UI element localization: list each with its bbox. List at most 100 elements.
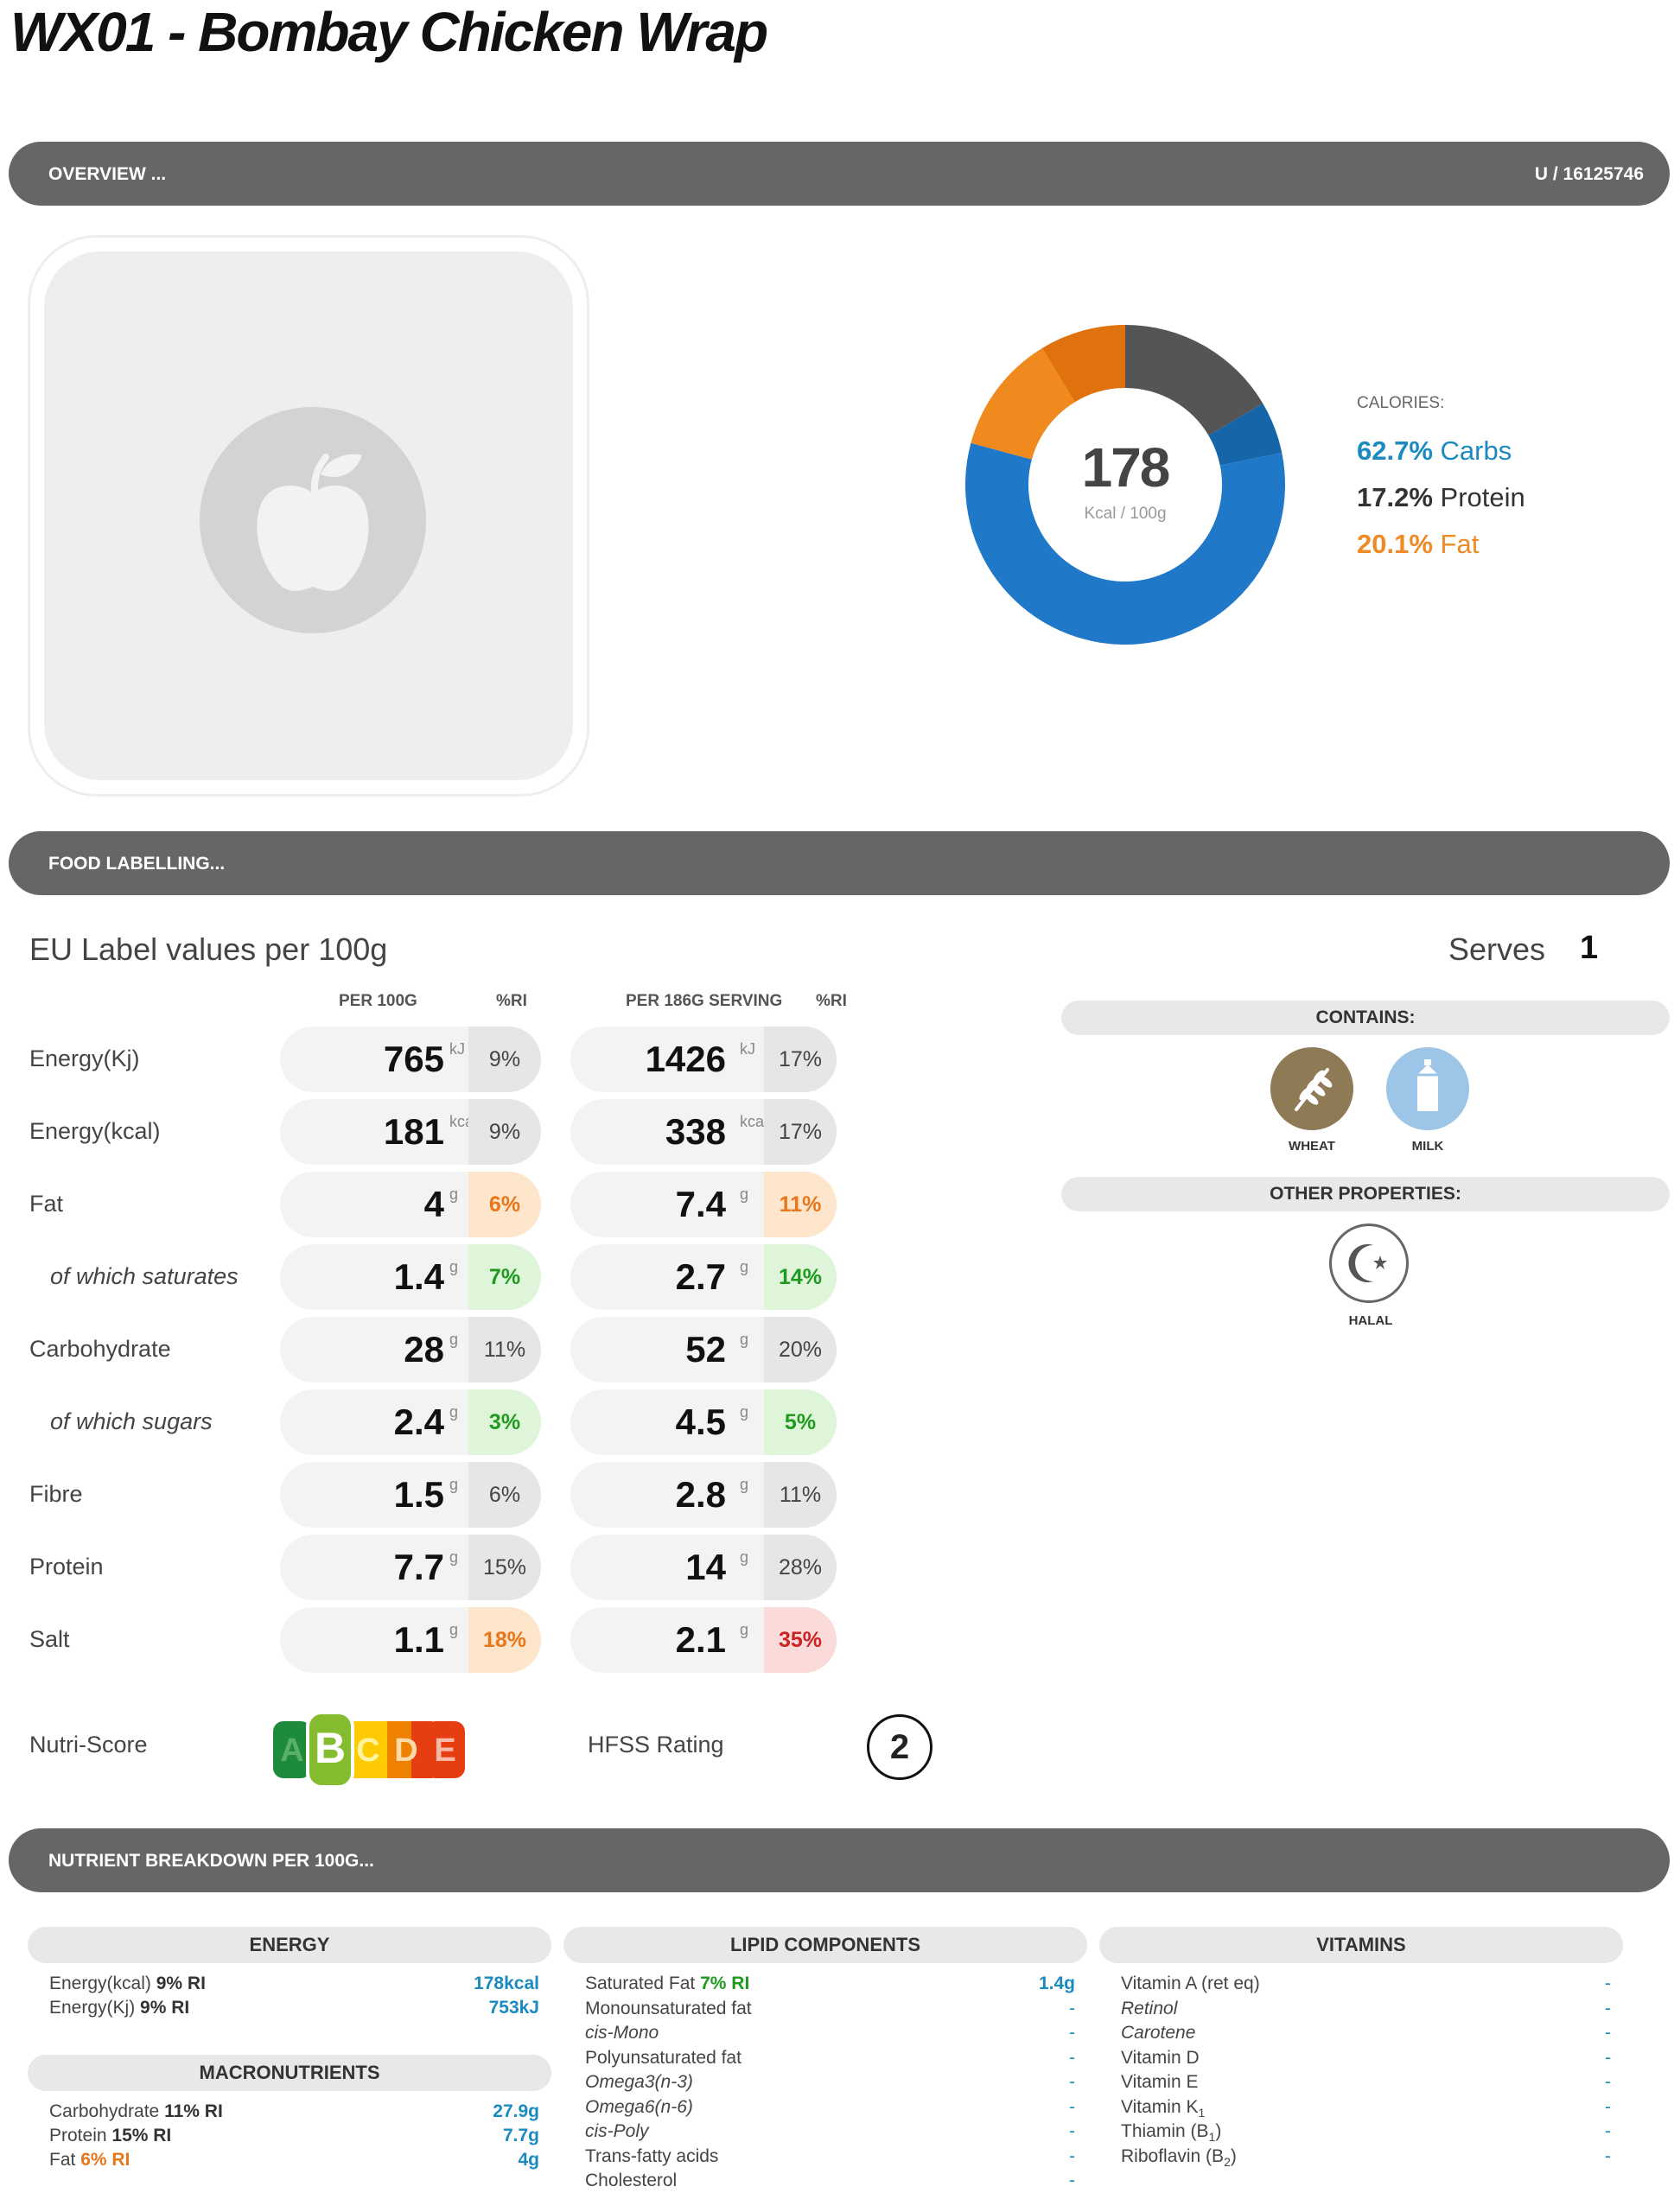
nutrient-name: cis-Mono <box>585 2023 659 2043</box>
per100g-value: 181 <box>383 1111 444 1152</box>
serves-label: Serves <box>1448 931 1546 967</box>
per100g-value: 4 <box>423 1184 444 1224</box>
per-serving-value: 338 <box>665 1111 726 1152</box>
nutriscore-letter: C <box>356 1732 379 1769</box>
row-label: Fibre <box>29 1481 83 1507</box>
nutrient-name: Trans-fatty acids <box>585 2145 719 2166</box>
per-serving-cell: 14 g 28% <box>570 1535 837 1600</box>
per100g-value: 1.1 <box>393 1619 444 1660</box>
per100g-cell: 4 g 6% <box>280 1172 541 1237</box>
halal-label: HALAL <box>1348 1313 1393 1328</box>
ri-percent: 9% RI <box>140 1998 190 2018</box>
breakdown-row: Riboflavin (B2) <box>1121 2146 1237 2169</box>
unit-label: g <box>740 1548 749 1566</box>
fat-segment-dark <box>1041 325 1125 403</box>
food-labelling-section-bar[interactable]: FOOD LABELLING... <box>9 831 1670 895</box>
ri-serving-badge: 20% <box>764 1317 837 1382</box>
milk-carton-icon <box>1386 1047 1469 1130</box>
col-per100g: PER 100G <box>339 992 417 1010</box>
col-ri-serving: %RI <box>816 992 847 1010</box>
milk-label: MILK <box>1411 1139 1444 1154</box>
calorie-unit: Kcal / 100g <box>1084 505 1167 523</box>
fat-legend: 20.1% Fat <box>1357 529 1480 559</box>
nutrient-name: Carbohydrate <box>49 2101 160 2121</box>
product-code: U / 16125746 <box>1534 164 1644 184</box>
nutrient-name: Omega6(n-6) <box>585 2096 693 2117</box>
nutrient-value: 178kcal <box>474 1974 539 1993</box>
ri-percent: 6% RI <box>80 2150 130 2170</box>
ri-percent: 9% RI <box>156 1974 206 1993</box>
nutrient-name: Energy(kcal) <box>49 1974 151 1993</box>
unit-label: g <box>449 1258 459 1275</box>
nutrient-name: Vitamin A (ret eq) <box>1121 1974 1260 1993</box>
ri-percent: 15% RI <box>111 2126 172 2145</box>
ri-serving-badge: 17% <box>764 1099 837 1165</box>
per-serving-value: 2.8 <box>675 1474 726 1515</box>
nutrient-value: - <box>1069 2121 1075 2141</box>
nutrient-value: - <box>1605 2121 1611 2141</box>
ri-100g-badge: 3% <box>468 1389 541 1455</box>
nutrient-name: cis-Poly <box>585 2121 649 2141</box>
nutrient-name: Vitamin D <box>1121 2047 1200 2068</box>
col-ri: %RI <box>496 992 527 1010</box>
per-serving-value: 7.4 <box>675 1184 726 1224</box>
other-properties-heading: OTHER PROPERTIES: <box>1061 1177 1670 1211</box>
breakdown-label: NUTRIENT BREAKDOWN PER 100G... <box>48 1851 374 1871</box>
unit-label: g <box>449 1476 459 1493</box>
unit-label: g <box>449 1548 459 1566</box>
nutrient-value: 4g <box>518 2150 539 2170</box>
nutrient-name: Carotene <box>1121 2023 1196 2043</box>
breakdown-row: Vitamin K1 <box>1121 2097 1205 2120</box>
breakdown-row: Monounsaturated fat <box>585 1999 752 2019</box>
breakdown-section-bar[interactable]: NUTRIENT BREAKDOWN PER 100G... <box>9 1828 1670 1892</box>
breakdown-row: Omega6(n-6) <box>585 2097 693 2118</box>
breakdown-row: Trans-fatty acids <box>585 2146 718 2167</box>
per-serving-value: 4.5 <box>675 1402 726 1442</box>
per-serving-cell: 52 g 20% <box>570 1317 837 1382</box>
nutrient-value: - <box>1069 2145 1075 2166</box>
breakdown-row: Polyunsaturated fat <box>585 2048 742 2069</box>
unit-label: g <box>449 1331 459 1348</box>
per100g-cell: 28 g 11% <box>280 1317 541 1382</box>
ri-100g-badge: 18% <box>468 1607 541 1673</box>
nutrient-name: Riboflavin (B <box>1121 2145 1225 2166</box>
breakdown-row: Energy(Kj) 9% RI <box>49 1998 189 2018</box>
nutrient-name: Saturated Fat <box>585 1974 696 1993</box>
unit-label: g <box>449 1621 459 1638</box>
nutrient-name-suffix: ) <box>1230 2145 1237 2166</box>
per100g-cell: 2.4 g 3% <box>280 1389 541 1455</box>
nutrient-value: - <box>1069 1998 1075 2018</box>
per-serving-value: 1426 <box>645 1039 726 1079</box>
breakdown-row: Fat 6% RI <box>49 2150 130 2171</box>
eu-label-title: EU Label values per 100g <box>29 931 388 967</box>
nutrient-name: Thiamin (B <box>1121 2121 1209 2141</box>
per-serving-value: 14 <box>685 1547 726 1587</box>
hfss-rating-badge: 2 <box>867 1714 932 1780</box>
per100g-value: 28 <box>404 1329 444 1370</box>
breakdown-row: Retinol <box>1121 1999 1177 2019</box>
per-serving-cell: 1426 kJ 17% <box>570 1027 837 1092</box>
breakdown-row: Protein 15% RI <box>49 2126 171 2146</box>
ri-serving-badge: 35% <box>764 1607 837 1673</box>
per-serving-cell: 338 kcal 17% <box>570 1099 837 1165</box>
crescent-star-icon <box>1329 1224 1409 1303</box>
per-serving-value: 52 <box>685 1329 726 1370</box>
nutrient-name: Monounsaturated fat <box>585 1998 752 2018</box>
row-label: Energy(kcal) <box>29 1118 161 1144</box>
overview-label: OVERVIEW ... <box>48 164 167 184</box>
ri-100g-badge: 7% <box>468 1244 541 1310</box>
nutrient-value: - <box>1605 2145 1611 2166</box>
per100g-cell: 1.4 g 7% <box>280 1244 541 1310</box>
ri-100g-badge: 11% <box>468 1317 541 1382</box>
per-serving-cell: 4.5 g 5% <box>570 1389 837 1455</box>
nutrient-value: 27.9g <box>493 2101 539 2121</box>
calorie-donut-chart: 178 Kcal / 100g <box>965 325 1285 645</box>
col-per-serving: PER 186G SERVING <box>626 992 783 1010</box>
serves-value: 1 <box>1580 930 1599 966</box>
wheat-label: WHEAT <box>1289 1139 1335 1154</box>
ri-percent: 11% RI <box>164 2101 223 2121</box>
nutrient-value: 1.4g <box>1038 1974 1075 1993</box>
per100g-cell: 1.5 g 6% <box>280 1462 541 1528</box>
macronutrients-heading: MACRONUTRIENTS <box>28 2055 551 2091</box>
overview-section-bar[interactable]: OVERVIEW ... U / 16125746 <box>9 142 1670 206</box>
